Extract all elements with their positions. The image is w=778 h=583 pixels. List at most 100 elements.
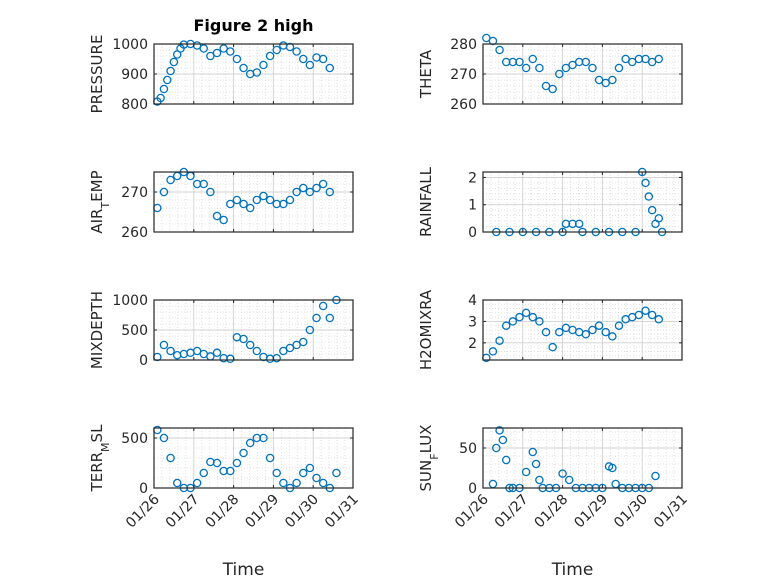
data-point xyxy=(199,179,208,189)
y-axis-label-part: H2OMIXRA xyxy=(417,289,435,370)
tick-marks xyxy=(482,299,683,360)
data-point xyxy=(535,317,544,326)
y-tick-label: 0 xyxy=(139,481,148,497)
data-point xyxy=(651,471,660,481)
y-tick-label: 2 xyxy=(468,170,477,186)
minor-grid xyxy=(483,428,682,488)
data-point xyxy=(159,84,169,94)
data-point xyxy=(206,51,215,61)
data-point xyxy=(535,475,544,485)
y-axis-label-part: LUX xyxy=(417,425,435,454)
data-point xyxy=(558,469,567,478)
data-point xyxy=(528,447,538,457)
data-point xyxy=(495,45,504,55)
data-point xyxy=(219,44,228,53)
data-point xyxy=(199,44,208,53)
data-point xyxy=(318,179,328,189)
x-tick-label: 01/26 xyxy=(452,491,492,531)
data-point xyxy=(239,334,248,344)
x-axis-label: Time xyxy=(551,560,594,580)
data-point xyxy=(166,346,175,356)
data-point xyxy=(501,321,511,330)
data-point xyxy=(272,468,281,478)
subplot-2: 260 270 280 THETA xyxy=(417,33,683,113)
data-point xyxy=(498,435,508,445)
data-point xyxy=(232,458,242,468)
y-axis-label-part: SL xyxy=(88,424,106,443)
data-point xyxy=(654,54,664,64)
axes-box xyxy=(482,299,683,361)
y-tick-label: 260 xyxy=(121,225,148,241)
y-tick-label: 0 xyxy=(139,353,148,369)
data-point xyxy=(564,475,574,485)
data-point xyxy=(594,321,604,330)
y-tick-label: 3 xyxy=(468,314,477,330)
data-point xyxy=(245,340,255,350)
data-point xyxy=(521,308,531,318)
y-tick-label: 1000 xyxy=(112,37,148,53)
y-axis-label-part: T xyxy=(99,202,112,210)
data-point xyxy=(305,60,315,70)
data-point xyxy=(614,321,624,330)
y-tick-label: 900 xyxy=(121,67,148,83)
data-point xyxy=(265,51,275,61)
data-point xyxy=(212,211,222,221)
x-tick-label: 01/31 xyxy=(651,492,691,532)
data-point xyxy=(159,340,169,350)
data-point xyxy=(298,468,308,478)
data-point xyxy=(156,93,165,103)
data-point xyxy=(601,78,610,88)
data-point xyxy=(325,63,335,73)
axes-box xyxy=(482,427,683,489)
data-point xyxy=(312,313,321,323)
data-point xyxy=(232,54,242,64)
y-axis-label: THETA xyxy=(417,49,435,99)
figure-title: Figure 2 high xyxy=(194,16,314,35)
subplot-8: 0 50 SUNFLUX 01/26 01/27 01/28 01/29 01/30 01/31… xyxy=(417,425,691,580)
y-axis-label: SUNFLUX xyxy=(417,425,441,492)
y-axis-label-part: EMP xyxy=(88,170,106,201)
y-tick-label: 270 xyxy=(121,185,148,201)
data-point xyxy=(541,327,551,337)
data-point xyxy=(219,215,228,225)
data-series xyxy=(482,306,664,363)
y-axis-label-part: THETA xyxy=(417,49,435,99)
data-point xyxy=(644,192,654,201)
y-tick-label: 500 xyxy=(121,323,148,339)
data-point xyxy=(521,63,531,73)
data-point xyxy=(226,199,235,209)
data-point xyxy=(166,175,175,185)
data-point xyxy=(285,195,295,205)
y-tick-label: 4 xyxy=(468,293,477,309)
data-point xyxy=(555,327,564,337)
data-point xyxy=(259,60,268,70)
data-point xyxy=(163,75,172,85)
tick-marks xyxy=(153,43,354,105)
data-point xyxy=(641,178,650,188)
data-point xyxy=(292,187,301,197)
tick-marks xyxy=(153,428,354,489)
data-point xyxy=(245,203,255,213)
data-point xyxy=(568,60,577,70)
data-point xyxy=(528,312,538,322)
y-axis-label-part: MIXDEPTH xyxy=(88,291,106,369)
data-point xyxy=(531,459,541,469)
x-tick-label: 01/27 xyxy=(492,492,532,532)
y-axis-label-part: F xyxy=(428,453,441,459)
data-point xyxy=(647,57,657,67)
data-point xyxy=(159,433,169,443)
axes-box xyxy=(153,171,354,233)
data-point xyxy=(488,347,498,356)
data-point xyxy=(159,187,169,197)
data-point xyxy=(561,63,571,73)
data-point xyxy=(192,346,202,356)
data-point xyxy=(654,315,664,324)
data-point xyxy=(515,57,524,67)
tick-marks xyxy=(482,428,683,489)
data-point xyxy=(305,325,315,335)
data-point xyxy=(212,348,222,358)
data-point xyxy=(588,325,597,335)
data-point xyxy=(501,455,511,465)
x-tick-label: 01/30 xyxy=(611,492,651,532)
data-point xyxy=(265,195,275,205)
